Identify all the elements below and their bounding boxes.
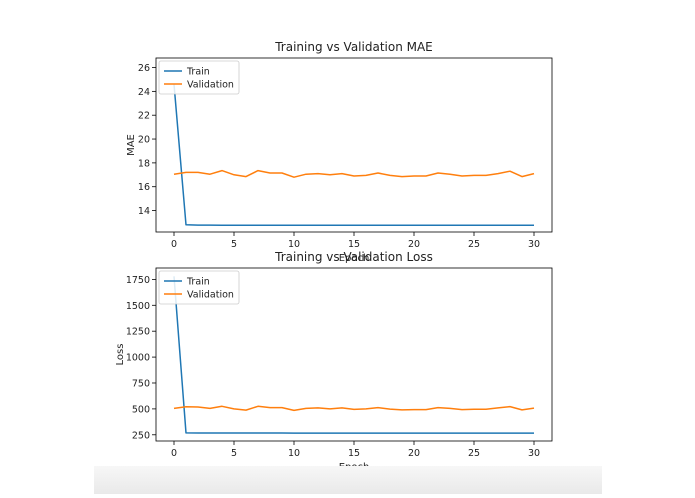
loss-x-tick-label: 30 [528,448,540,459]
loss-chart-title: Training vs Validation Loss [274,250,433,264]
mae-y-tick-label: 14 [138,206,150,217]
mae-y-tick-label: 26 [138,63,150,74]
loss-y-tick-label: 1750 [126,275,150,286]
loss-y-tick-label: 1000 [126,353,150,364]
loss-y-tick-label: 750 [132,378,150,389]
loss-legend-box [158,270,240,305]
loss-train-line [173,276,534,434]
mae-legend-box [158,60,240,95]
mae-y-tick-label: 20 [138,135,150,146]
mae-y-tick-label: 24 [138,87,150,98]
loss-validation-line [173,405,535,412]
mae-x-axis-label: Epoch [339,253,370,264]
mae-x-tick-label: 25 [468,239,480,250]
mae-x-tick-label: 15 [348,239,360,250]
loss-x-tick-label: 5 [231,448,237,459]
loss-y-axis-label: Loss [115,344,126,366]
mae-x-tick-label: 5 [231,239,237,250]
mae-legend-train-label: Train [186,67,210,78]
loss-y-tick-label: 250 [132,430,150,441]
loss-x-tick-label: 15 [348,448,360,459]
loss-plot-frame [155,267,553,442]
mae-legend-validation-label: Validation [187,80,234,91]
mae-train-line [173,84,534,227]
mae-validation-line [173,169,535,178]
loss-y-tick-label: 500 [132,404,150,415]
mae-x-tick-label: 30 [528,239,540,250]
loss-x-tick-label: 0 [171,448,177,459]
mae-x-tick-label: 10 [288,239,300,250]
mae-x-tick-label: 20 [408,239,420,250]
mae-x-tick-label: 0 [171,239,177,250]
mae-y-axis-label: MAE [126,134,137,156]
mae-y-tick-label: 18 [138,158,150,169]
loss-x-tick-label: 20 [408,448,420,459]
loss-x-tick-label: 10 [288,448,300,459]
mae-y-tick-label: 16 [138,182,150,193]
loss-legend-train-label: Train [186,277,210,288]
bottom-scroll-area [94,466,602,494]
mae-plot-frame [155,57,553,233]
loss-y-tick-label: 1500 [126,301,150,312]
loss-x-tick-label: 25 [468,448,480,459]
loss-y-tick-label: 1250 [126,327,150,338]
mae-y-tick-label: 22 [138,111,150,122]
loss-legend-validation-label: Validation [187,290,234,301]
mae-chart-title: Training vs Validation MAE [274,40,433,54]
